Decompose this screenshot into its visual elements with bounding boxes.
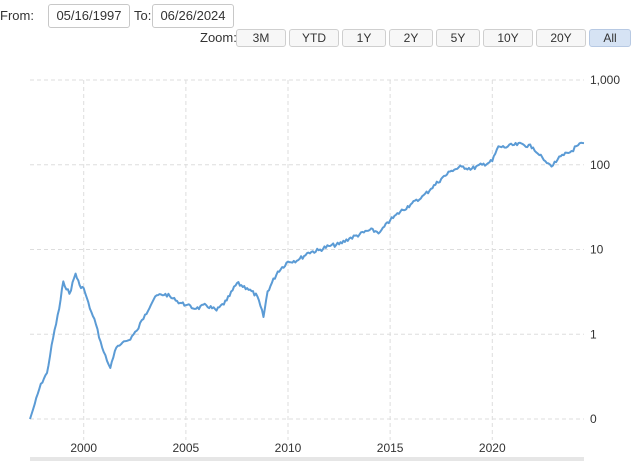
zoom-button-1y[interactable]: 1Y — [342, 29, 386, 47]
range-selector: From: 05/16/1997 To: 06/26/2024 Zoom: 3M… — [0, 0, 640, 52]
x-tick-label: 2000 — [70, 441, 97, 455]
x-tick-label: 2020 — [479, 441, 506, 455]
to-label: To: — [134, 8, 152, 23]
from-label: From: — [0, 8, 34, 23]
x-tick-label: 2005 — [173, 441, 200, 455]
y-tick-label: 1,000 — [590, 73, 620, 87]
from-date-input[interactable]: 05/16/1997 — [48, 4, 130, 28]
y-axis-ticks: 0 1 10 100 1,000 — [590, 73, 620, 426]
zoom-button-ytd[interactable]: YTD — [289, 29, 339, 47]
zoom-button-2y[interactable]: 2Y — [389, 29, 433, 47]
zoom-label: Zoom: — [200, 30, 237, 45]
y-tick-label: 0 — [590, 412, 597, 426]
zoom-button-all[interactable]: All — [589, 29, 631, 47]
zoom-button-20y[interactable]: 20Y — [536, 29, 586, 47]
x-tick-label: 2010 — [275, 441, 302, 455]
to-date-input[interactable]: 06/26/2024 — [152, 4, 234, 28]
series-line — [29, 141, 585, 420]
y-tick-label: 10 — [590, 243, 604, 257]
zoom-button-5y[interactable]: 5Y — [436, 29, 480, 47]
x-axis-ticks: 2000 2005 2010 2015 2020 — [70, 441, 506, 455]
zoom-button-3m[interactable]: 3M — [236, 29, 286, 47]
zoom-button-10y[interactable]: 10Y — [483, 29, 533, 47]
y-tick-label: 1 — [590, 327, 597, 341]
y-tick-label: 100 — [590, 158, 610, 172]
x-tick-label: 2015 — [377, 441, 404, 455]
chart-grid — [30, 79, 584, 440]
